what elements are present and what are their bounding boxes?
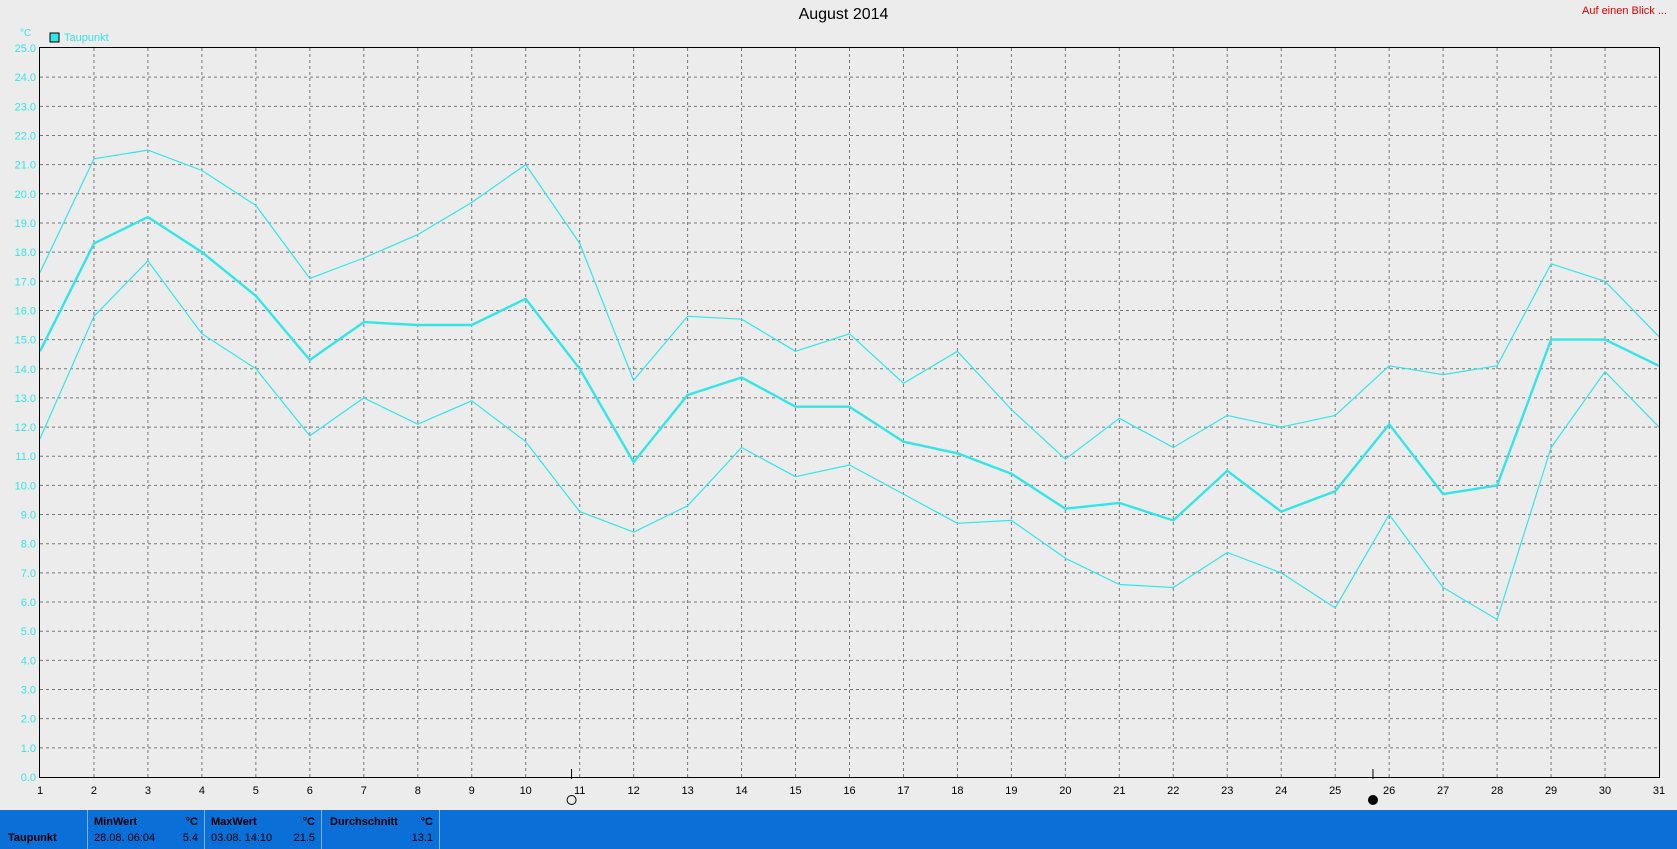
max-value-cell: MaxWert °C 03.08. 14:10 21.5 [205, 810, 322, 849]
series-line-mean [38, 215, 1660, 522]
x-tick-label: 12 [628, 785, 640, 797]
x-tick-label: 15 [789, 785, 801, 797]
y-tick-label: 22.0 [15, 130, 36, 142]
average-cell: Durchschnitt °C 13.1 [322, 810, 440, 849]
y-tick-label: 17.0 [15, 276, 36, 288]
plot-frame [39, 47, 1660, 778]
y-axis-ticks: 0.0 1.0 2.0 3.0 4.0 5.0 6.0 7.0 8.0 9.0 10.0 11.0 12… [15, 43, 36, 784]
x-tick-label: 3 [145, 785, 151, 797]
x-tick-label: 29 [1545, 785, 1557, 797]
series [38, 149, 1660, 621]
x-tick-label: 14 [735, 785, 747, 797]
chart-title: August 2014 [798, 6, 889, 23]
y-tick-label: 6.0 [21, 597, 36, 609]
y-tick-label: 19.0 [15, 218, 36, 230]
y-unit-label: °C [20, 28, 31, 39]
x-tick-label: 11 [574, 785, 585, 797]
new-moon-icon [1367, 795, 1378, 805]
overview-link[interactable]: Auf einen Blick ... [1582, 5, 1667, 17]
x-tick-label: 9 [469, 785, 475, 797]
x-axis-ticks: 1 2 3 4 5 6 7 8 9 10 11 12 13 14 15 16 17 18 19 20 21 22 23 24 2… [37, 785, 1665, 797]
y-tick-label: 7.0 [21, 568, 36, 580]
x-tick-label: 8 [415, 785, 421, 797]
y-tick-label: 2.0 [21, 714, 36, 726]
dewpoint-chart: °C Taupunkt 0.0 1.0 2.0 3.0 4.0 5.0 6.0 7.0 8.0 9… [15, 28, 1665, 805]
average-unit: °C [420, 816, 433, 828]
full-moon-icon [566, 795, 577, 805]
average-value: 13.1 [411, 832, 433, 844]
x-tick-label: 28 [1491, 785, 1503, 797]
y-tick-label: 5.0 [21, 626, 36, 638]
x-tick-label: 25 [1329, 785, 1341, 797]
x-tick-label: 16 [843, 785, 855, 797]
y-tick-label: 8.0 [21, 539, 36, 551]
y-tick-label: 4.0 [21, 655, 36, 667]
x-tick-label: 21 [1113, 785, 1125, 797]
statistics-bar: Taupunkt MinWert °C 28.08. 06:04 5.4 Max… [0, 810, 1677, 849]
y-tick-label: 15.0 [15, 335, 36, 347]
grid [40, 48, 1659, 777]
legend-swatch [49, 32, 60, 43]
x-tick-label: 26 [1383, 785, 1395, 797]
x-tick-label: 10 [520, 785, 532, 797]
y-tick-label: 11.0 [15, 451, 36, 463]
x-tick-label: 17 [897, 785, 909, 797]
x-tick-label: 22 [1167, 785, 1179, 797]
y-tick-label: 20.0 [15, 189, 36, 201]
average-header: Durchschnitt [330, 816, 398, 828]
min-timestamp: 28.08. 06:04 [94, 832, 156, 844]
y-tick-label: 13.0 [15, 393, 36, 405]
x-tick-label: 5 [253, 785, 259, 797]
max-unit: °C [302, 816, 315, 828]
y-tick-label: 12.0 [15, 422, 36, 434]
x-tick-label: 6 [307, 785, 313, 797]
y-tick-label: 18.0 [15, 247, 36, 259]
x-tick-label: 2 [91, 785, 97, 797]
min-value: 5.4 [182, 832, 198, 844]
y-tick-label: 0.0 [21, 772, 36, 784]
series-line-max [39, 149, 1660, 460]
y-tick-label: 3.0 [21, 685, 36, 697]
x-tick-label: 19 [1005, 785, 1017, 797]
max-value: 21.5 [293, 832, 315, 844]
legend-label: Taupunkt [64, 32, 109, 44]
x-tick-label: 31 [1653, 785, 1665, 797]
x-tick-label: 23 [1221, 785, 1233, 797]
min-unit: °C [185, 816, 198, 828]
y-tick-label: 1.0 [21, 743, 36, 755]
x-tick-label: 18 [951, 785, 963, 797]
stats-row-label: Taupunkt [8, 832, 57, 844]
x-tick-label: 30 [1599, 785, 1611, 797]
max-timestamp: 03.08. 14:10 [211, 832, 273, 844]
y-tick-label: 21.0 [15, 160, 36, 172]
x-tick-label: 27 [1437, 785, 1449, 797]
x-tick-label: 4 [199, 785, 205, 797]
y-tick-label: 9.0 [21, 510, 36, 522]
series-line-min [39, 260, 1660, 621]
y-tick-label: 23.0 [15, 101, 36, 113]
y-tick-label: 10.0 [15, 480, 36, 492]
max-header: MaxWert [211, 816, 257, 828]
x-tick-label: 1 [37, 785, 43, 797]
y-tick-label: 24.0 [15, 72, 36, 84]
x-tick-label: 13 [681, 785, 693, 797]
y-tick-label: 16.0 [15, 305, 36, 317]
stats-row-label-cell: Taupunkt [0, 810, 88, 849]
y-tick-label: 14.0 [15, 364, 36, 376]
x-tick-label: 7 [361, 785, 367, 797]
x-tick-label: 24 [1275, 785, 1287, 797]
min-header: MinWert [94, 816, 138, 828]
y-tick-label: 25.0 [15, 43, 36, 55]
min-value-cell: MinWert °C 28.08. 06:04 5.4 [88, 810, 205, 849]
x-tick-label: 20 [1059, 785, 1071, 797]
